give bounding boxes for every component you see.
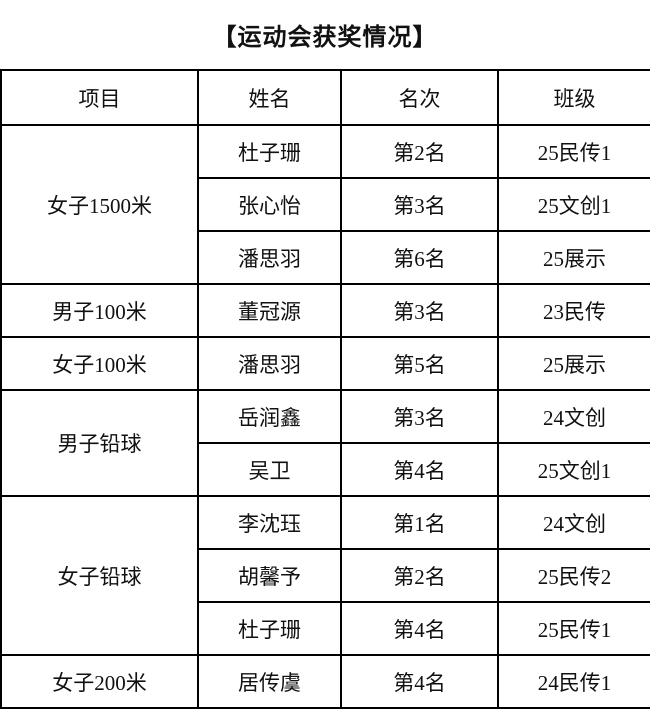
table-row: 女子200米 居传虞 第4名 24民传1: [0, 654, 650, 709]
table-row: 女子1500米 杜子珊 第2名 25民传1: [0, 124, 650, 285]
rank-cell: 第5名: [340, 336, 499, 391]
rank-cell: 第4名: [340, 442, 499, 497]
rank-cell: 第3名: [340, 283, 499, 338]
class-cell: 25文创1: [497, 442, 650, 497]
header-row: 项目 姓名 名次 班级: [0, 69, 650, 126]
rank-cell: 第4名: [340, 654, 499, 709]
rank-cell: 第2名: [340, 548, 499, 603]
event-cell: 女子1500米: [0, 124, 199, 285]
name-cell: 杜子珊: [197, 601, 342, 656]
table-row: 胡馨予 第2名 25民传2: [1, 548, 650, 603]
event-cell: 男子铅球: [0, 389, 199, 497]
rank-cell: 第3名: [340, 177, 499, 232]
class-cell: 24民传1: [497, 654, 650, 709]
class-cell: 25民传2: [497, 548, 650, 603]
column-header-name: 姓名: [197, 69, 342, 126]
table-row: 张心怡 第3名 25文创1: [1, 177, 650, 232]
class-cell: 25民传1: [497, 124, 650, 179]
event-cell: 女子100米: [0, 336, 199, 391]
rank-cell: 第6名: [340, 230, 499, 285]
event-cell: 男子100米: [0, 283, 199, 338]
event-cell: 女子200米: [0, 654, 199, 709]
rank-cell: 第3名: [340, 389, 499, 444]
name-cell: 吴卫: [197, 442, 342, 497]
name-cell: 岳润鑫: [197, 389, 342, 444]
awards-table: 项目 姓名 名次 班级 女子1500米 杜子珊 第2名 25民传1 张心怡 第3…: [0, 69, 650, 709]
column-header-event: 项目: [0, 69, 199, 126]
class-cell: 23民传: [497, 283, 650, 338]
table-row: 男子铅球 岳润鑫 第3名 24文创: [0, 389, 650, 497]
column-header-rank: 名次: [340, 69, 499, 126]
rank-cell: 第4名: [340, 601, 499, 656]
table-row: 吴卫 第4名 25文创1: [1, 442, 650, 497]
name-cell: 杜子珊: [197, 124, 342, 179]
column-header-class: 班级: [497, 69, 650, 126]
table-row: 女子铅球 李沈珏 第1名 24文创: [0, 495, 650, 656]
class-cell: 25民传1: [497, 601, 650, 656]
name-cell: 潘思羽: [197, 336, 342, 391]
class-cell: 24文创: [497, 389, 650, 444]
name-cell: 胡馨予: [197, 548, 342, 603]
class-cell: 25文创1: [497, 177, 650, 232]
rank-cell: 第1名: [340, 495, 499, 550]
name-cell: 张心怡: [197, 177, 342, 232]
table-row: 男子100米 董冠源 第3名 23民传: [0, 283, 650, 338]
class-cell: 25展示: [497, 336, 650, 391]
table-row: 女子100米 潘思羽 第5名 25展示: [0, 336, 650, 391]
event-cell: 女子铅球: [0, 495, 199, 656]
class-cell: 24文创: [497, 495, 650, 550]
name-cell: 董冠源: [197, 283, 342, 338]
class-cell: 25展示: [497, 230, 650, 285]
name-cell: 居传虞: [197, 654, 342, 709]
table-row: 潘思羽 第6名 25展示: [1, 230, 650, 285]
page-title: 【运动会获奖情况】: [212, 25, 438, 51]
name-cell: 李沈珏: [197, 495, 342, 550]
rank-cell: 第2名: [340, 124, 499, 179]
name-cell: 潘思羽: [197, 230, 342, 285]
title-bar: 【运动会获奖情况】: [0, 0, 650, 69]
